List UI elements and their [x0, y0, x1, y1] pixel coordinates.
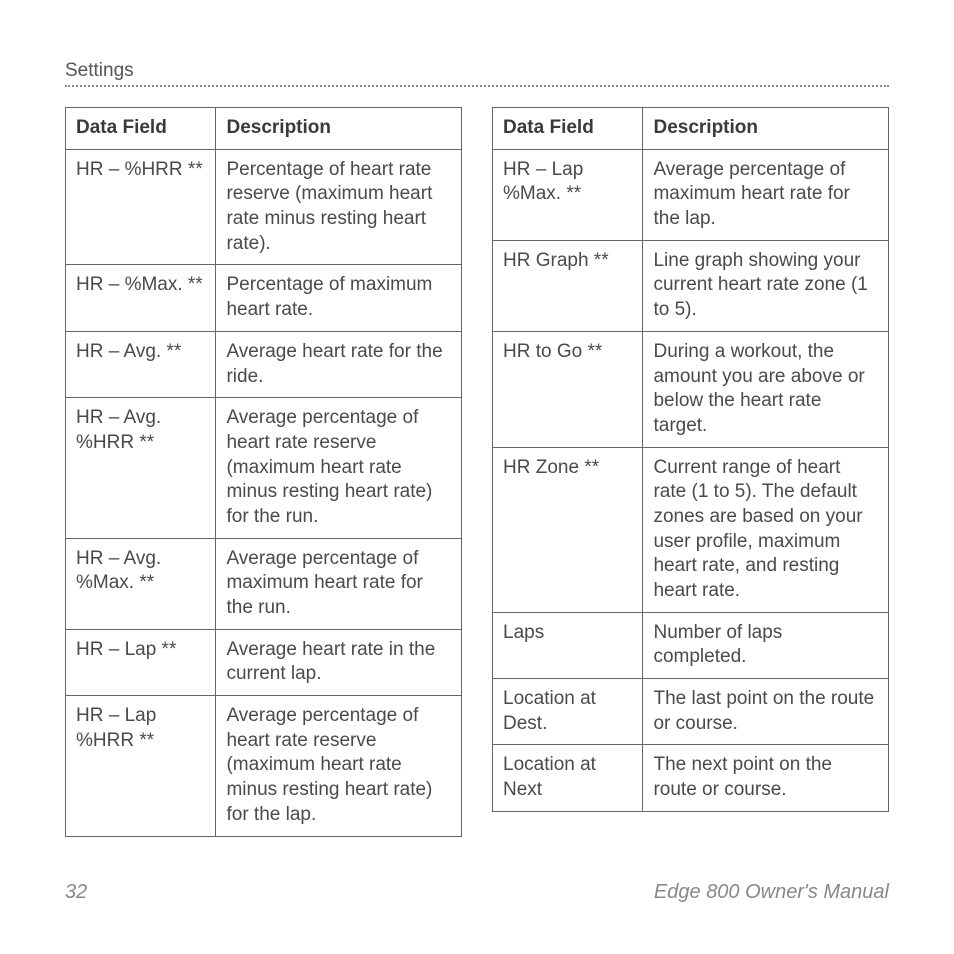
- cell-field: HR – Avg. **: [66, 331, 216, 397]
- table-row: Location at Dest.The last point on the r…: [493, 679, 889, 745]
- cell-desc: The next point on the route or course.: [643, 745, 889, 811]
- content-columns: Data Field Description HR – %HRR **Perce…: [65, 107, 889, 837]
- table-row: LapsNumber of laps completed.: [493, 612, 889, 678]
- cell-field: HR – Lap %HRR **: [66, 696, 216, 836]
- table-row: HR – Avg. %Max. **Average percentage of …: [66, 538, 462, 629]
- table-row: Location at NextThe next point on the ro…: [493, 745, 889, 811]
- cell-field: Location at Dest.: [493, 679, 643, 745]
- right-table: Data Field Description HR – Lap %Max. **…: [492, 107, 889, 812]
- cell-field: HR – Avg. %Max. **: [66, 538, 216, 629]
- table-row: HR – Avg. %HRR **Average percentage of h…: [66, 398, 462, 538]
- cell-desc: Average percentage of maximum heart rate…: [643, 149, 889, 240]
- cell-desc: During a workout, the amount you are abo…: [643, 331, 889, 447]
- table-header-row: Data Field Description: [66, 108, 462, 150]
- table-row: HR – %HRR **Percentage of heart rate res…: [66, 149, 462, 265]
- cell-field: HR – %HRR **: [66, 149, 216, 265]
- table-header-row: Data Field Description: [493, 108, 889, 150]
- table-row: HR Graph **Line graph showing your curre…: [493, 240, 889, 331]
- cell-field: Laps: [493, 612, 643, 678]
- col-header-desc: Description: [216, 108, 462, 150]
- cell-field: HR – Lap %Max. **: [493, 149, 643, 240]
- cell-desc: The last point on the route or course.: [643, 679, 889, 745]
- page-number: 32: [65, 881, 87, 904]
- col-header-field: Data Field: [66, 108, 216, 150]
- cell-desc: Number of laps completed.: [643, 612, 889, 678]
- table-row: HR – Lap **Average heart rate in the cur…: [66, 629, 462, 695]
- cell-desc: Percentage of maximum heart rate.: [216, 265, 462, 331]
- cell-desc: Average percentage of heart rate reserve…: [216, 696, 462, 836]
- table-row: HR – Avg. **Average heart rate for the r…: [66, 331, 462, 397]
- cell-desc: Average percentage of heart rate reserve…: [216, 398, 462, 538]
- cell-desc: Line graph showing your current heart ra…: [643, 240, 889, 331]
- section-header: Settings: [65, 60, 889, 87]
- cell-field: HR Graph **: [493, 240, 643, 331]
- table-row: HR to Go **During a workout, the amount …: [493, 331, 889, 447]
- cell-desc: Percentage of heart rate reserve (maximu…: [216, 149, 462, 265]
- col-header-desc: Description: [643, 108, 889, 150]
- table-row: HR – Lap %Max. **Average percentage of m…: [493, 149, 889, 240]
- left-table: Data Field Description HR – %HRR **Perce…: [65, 107, 462, 837]
- cell-desc: Average heart rate for the ride.: [216, 331, 462, 397]
- cell-field: HR to Go **: [493, 331, 643, 447]
- cell-field: HR Zone **: [493, 447, 643, 612]
- cell-desc: Average percentage of maximum heart rate…: [216, 538, 462, 629]
- cell-desc: Current range of heart rate (1 to 5). Th…: [643, 447, 889, 612]
- col-header-field: Data Field: [493, 108, 643, 150]
- right-column: Data Field Description HR – Lap %Max. **…: [492, 107, 889, 837]
- cell-field: HR – Lap **: [66, 629, 216, 695]
- table-row: HR – %Max. **Percentage of maximum heart…: [66, 265, 462, 331]
- cell-desc: Average heart rate in the current lap.: [216, 629, 462, 695]
- cell-field: HR – Avg. %HRR **: [66, 398, 216, 538]
- left-column: Data Field Description HR – %HRR **Perce…: [65, 107, 462, 837]
- table-row: HR Zone **Current range of heart rate (1…: [493, 447, 889, 612]
- manual-title: Edge 800 Owner's Manual: [654, 881, 889, 904]
- cell-field: Location at Next: [493, 745, 643, 811]
- page-footer: 32 Edge 800 Owner's Manual: [65, 881, 889, 904]
- table-row: HR – Lap %HRR **Average percentage of he…: [66, 696, 462, 836]
- cell-field: HR – %Max. **: [66, 265, 216, 331]
